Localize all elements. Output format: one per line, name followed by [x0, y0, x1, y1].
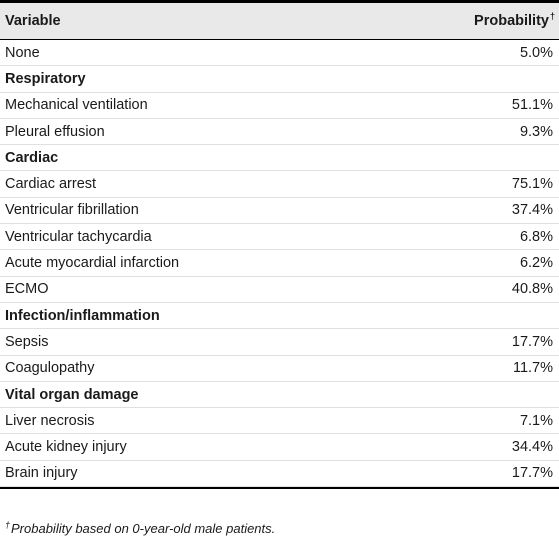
row-label: ECMO	[5, 281, 49, 298]
section-label: Vital organ damage	[5, 386, 139, 403]
table-top-rule	[0, 0, 559, 3]
table-row: None 5.0%	[0, 40, 559, 67]
table-row: Sepsis 17.7%	[0, 329, 559, 356]
footnote-mark: †	[5, 519, 11, 530]
row-label: None	[5, 44, 40, 61]
table-row: Brain injury 17.7%	[0, 461, 559, 488]
section-header-row: Infection/inflammation	[0, 303, 559, 330]
row-label: Coagulopathy	[5, 360, 95, 377]
table-header-rule	[0, 39, 559, 40]
section-label: Cardiac	[5, 149, 59, 166]
table-bottom-rule	[0, 487, 559, 490]
row-value: 7.1%	[519, 412, 553, 429]
table-row: Mechanical ventilation 51.1%	[0, 93, 559, 119]
section-header-row: Vital organ damage	[0, 382, 559, 409]
row-label: Cardiac arrest	[5, 176, 97, 193]
row-label: Acute kidney injury	[5, 439, 127, 456]
table-row: ECMO 40.8%	[0, 277, 559, 303]
row-value: 6.2%	[519, 255, 553, 272]
section-label: Infection/inflammation	[5, 307, 160, 324]
row-value: 5.0%	[519, 44, 553, 61]
row-label: Brain injury	[5, 465, 78, 482]
probability-table: Variable Probability† None 5.0% Respirator…	[0, 0, 559, 490]
table-row: Ventricular tachycardia 6.8%	[0, 224, 559, 251]
section-header-row: Cardiac	[0, 145, 559, 172]
header-probability-mark: †	[549, 11, 555, 22]
table-footnote: †Probability based on 0-year-old male pa…	[5, 519, 276, 536]
table-body: None 5.0% Respiratory Mechanical ventilatio…	[0, 40, 559, 488]
row-value: 34.4%	[511, 439, 553, 456]
header-probability: Probability†	[474, 11, 555, 29]
table-row: Acute kidney injury 34.4%	[0, 434, 559, 461]
table-row: Cardiac arrest 75.1%	[0, 171, 559, 198]
row-label: Mechanical ventilation	[5, 97, 148, 114]
section-header-row: Respiratory	[0, 66, 559, 93]
table-row: Pleural effusion 9.3%	[0, 119, 559, 146]
footnote-text: Probability based on 0-year-old male pat…	[11, 521, 276, 536]
row-value: 51.1%	[511, 97, 553, 114]
header-variable: Variable	[5, 13, 61, 29]
row-value: 17.7%	[511, 465, 553, 482]
row-label: Sepsis	[5, 333, 49, 350]
row-label: Acute myocardial infarction	[5, 255, 180, 272]
row-value: 75.1%	[511, 176, 553, 193]
table-row: Liver necrosis 7.1%	[0, 408, 559, 435]
section-label: Respiratory	[5, 70, 86, 87]
row-value: 40.8%	[511, 281, 553, 298]
row-value: 17.7%	[511, 333, 553, 350]
row-value: 11.7%	[512, 360, 553, 377]
table-row: Acute myocardial infarction 6.2%	[0, 250, 559, 277]
row-label: Pleural effusion	[5, 123, 105, 140]
row-value: 9.3%	[519, 123, 553, 140]
table-row: Ventricular fibrillation 37.4%	[0, 198, 559, 225]
row-label: Ventricular fibrillation	[5, 202, 139, 219]
table-header-row: Variable Probability†	[0, 3, 559, 39]
header-probability-label: Probability	[474, 13, 549, 29]
row-value: 37.4%	[511, 202, 553, 219]
table-row: Coagulopathy 11.7%	[0, 356, 559, 382]
row-label: Liver necrosis	[5, 412, 95, 429]
row-label: Ventricular tachycardia	[5, 228, 152, 245]
row-value: 6.8%	[519, 228, 553, 245]
